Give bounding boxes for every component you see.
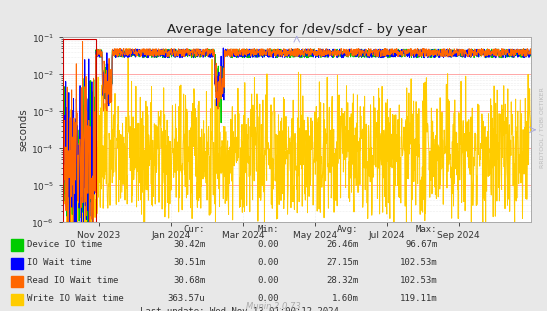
Text: 0.00: 0.00 [258, 276, 279, 285]
Text: 0.00: 0.00 [258, 258, 279, 267]
Bar [63, 39, 96, 222]
Text: 102.53m: 102.53m [400, 258, 438, 267]
Text: 1.60m: 1.60m [331, 294, 358, 303]
Text: 30.42m: 30.42m [173, 240, 205, 249]
Text: Min:: Min: [258, 225, 279, 234]
Text: 26.46m: 26.46m [326, 240, 358, 249]
Text: 363.57u: 363.57u [167, 294, 205, 303]
Text: 0.00: 0.00 [258, 240, 279, 249]
Title: Average latency for /dev/sdcf - by year: Average latency for /dev/sdcf - by year [167, 23, 427, 36]
Text: Device IO time: Device IO time [27, 240, 103, 249]
Y-axis label: seconds: seconds [19, 109, 28, 151]
Text: Munin 2.0.73: Munin 2.0.73 [246, 302, 301, 311]
Text: 28.32m: 28.32m [326, 276, 358, 285]
Text: 27.15m: 27.15m [326, 258, 358, 267]
Text: RRDTOOL / TOBI OETIKER: RRDTOOL / TOBI OETIKER [539, 87, 544, 168]
Text: 30.68m: 30.68m [173, 276, 205, 285]
Text: Last update: Wed Nov 13 01:00:12 2024: Last update: Wed Nov 13 01:00:12 2024 [140, 307, 339, 311]
Text: 102.53m: 102.53m [400, 276, 438, 285]
Text: 0.00: 0.00 [258, 294, 279, 303]
Text: 96.67m: 96.67m [405, 240, 438, 249]
Text: Read IO Wait time: Read IO Wait time [27, 276, 119, 285]
Text: Avg:: Avg: [337, 225, 358, 234]
Text: Write IO Wait time: Write IO Wait time [27, 294, 124, 303]
Text: IO Wait time: IO Wait time [27, 258, 92, 267]
Text: 119.11m: 119.11m [400, 294, 438, 303]
Text: Max:: Max: [416, 225, 438, 234]
Text: Cur:: Cur: [184, 225, 205, 234]
Text: 30.51m: 30.51m [173, 258, 205, 267]
